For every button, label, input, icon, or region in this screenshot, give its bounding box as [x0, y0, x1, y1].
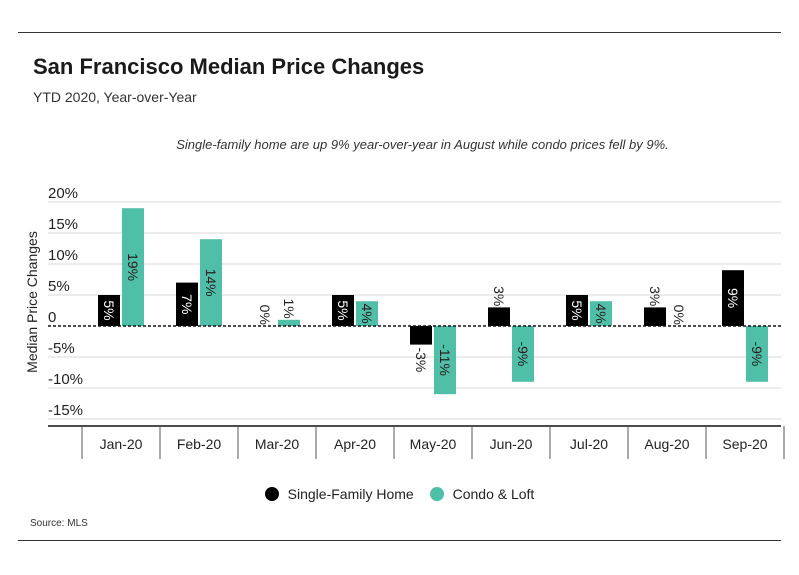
bar	[590, 301, 612, 326]
bar	[512, 326, 534, 382]
bar-data-label: 7%	[179, 294, 195, 314]
bar	[644, 307, 666, 326]
bar	[332, 295, 354, 326]
bar-data-label: -9%	[515, 341, 531, 366]
y-tick-label: -15%	[48, 402, 83, 419]
legend-swatch-single-family	[264, 487, 279, 501]
chart-subtitle: YTD 2020, Year-over-Year	[33, 89, 197, 105]
x-tick-label: Apr-20	[334, 436, 376, 452]
legend: Single-Family Home Condo & Loft	[0, 486, 799, 504]
bar	[200, 239, 222, 326]
bar-data-label: 5%	[101, 300, 117, 320]
top-rule	[18, 32, 781, 33]
y-tick-label: 5%	[48, 278, 70, 295]
bar-data-label: 3%	[491, 286, 507, 306]
bar	[176, 282, 198, 326]
bar-data-label: 9%	[725, 288, 741, 308]
y-tick-label: -5%	[48, 340, 75, 357]
bar	[722, 270, 744, 326]
bar-data-label: 4%	[593, 303, 609, 323]
legend-label-condo: Condo & Loft	[452, 486, 535, 502]
y-axis-title: Median Price Changes	[24, 231, 40, 373]
bar	[278, 319, 300, 326]
x-tick-label: Sep-20	[722, 436, 767, 452]
x-tick-label: Aug-20	[644, 436, 689, 452]
bar-chart: 20% 15% 10% 5% 0 -5% -10% -15% Median Price Chan…	[24, 185, 785, 459]
x-tick-label: Jun-20	[490, 436, 533, 452]
legend-label-single-family: Single-Family Home	[287, 486, 414, 502]
legend-item-single-family: Single-Family Home	[264, 486, 414, 502]
y-tick-label: 20%	[48, 185, 78, 202]
x-tick-label: Jul-20	[570, 436, 608, 452]
y-tick-label: 15%	[48, 216, 78, 233]
bar-data-label: 5%	[335, 300, 351, 320]
bar	[410, 326, 432, 345]
x-tick-label: Feb-20	[177, 436, 222, 452]
bar-data-label: 3%	[647, 286, 663, 306]
chart-annotation: Single-family home are up 9% year-over-y…	[176, 137, 669, 152]
chart-title: San Francisco Median Price Changes	[33, 54, 425, 79]
bar	[746, 326, 768, 382]
y-tick-label: 10%	[48, 247, 78, 264]
x-tick-label: Mar-20	[255, 436, 300, 452]
bar-data-label: 4%	[359, 303, 375, 323]
bar-data-label: 5%	[569, 300, 585, 320]
x-tick-label: May-20	[410, 436, 457, 452]
bar	[488, 307, 510, 326]
y-tick-label: -10%	[48, 371, 83, 388]
bar-data-label: -9%	[749, 341, 765, 366]
bar	[98, 295, 120, 326]
bar	[434, 326, 456, 395]
bar-data-label: -3%	[413, 347, 429, 372]
x-tick-label: Jan-20	[100, 436, 143, 452]
legend-item-condo: Condo & Loft	[429, 486, 535, 502]
bar-data-label: 0%	[671, 305, 687, 325]
bar	[356, 301, 378, 326]
bar	[566, 295, 588, 326]
bar-data-label: 14%	[203, 269, 219, 297]
bar-data-label: -11%	[437, 344, 453, 376]
legend-swatch-condo	[429, 487, 444, 501]
bar-data-label: 1%	[281, 298, 297, 318]
y-tick-label: 0	[48, 309, 56, 326]
bar-data-label: 19%	[125, 253, 141, 281]
source-note: Source: MLS	[30, 518, 88, 529]
bar-data-label: 0%	[257, 305, 273, 325]
bottom-rule	[18, 540, 781, 541]
bar	[122, 208, 144, 326]
